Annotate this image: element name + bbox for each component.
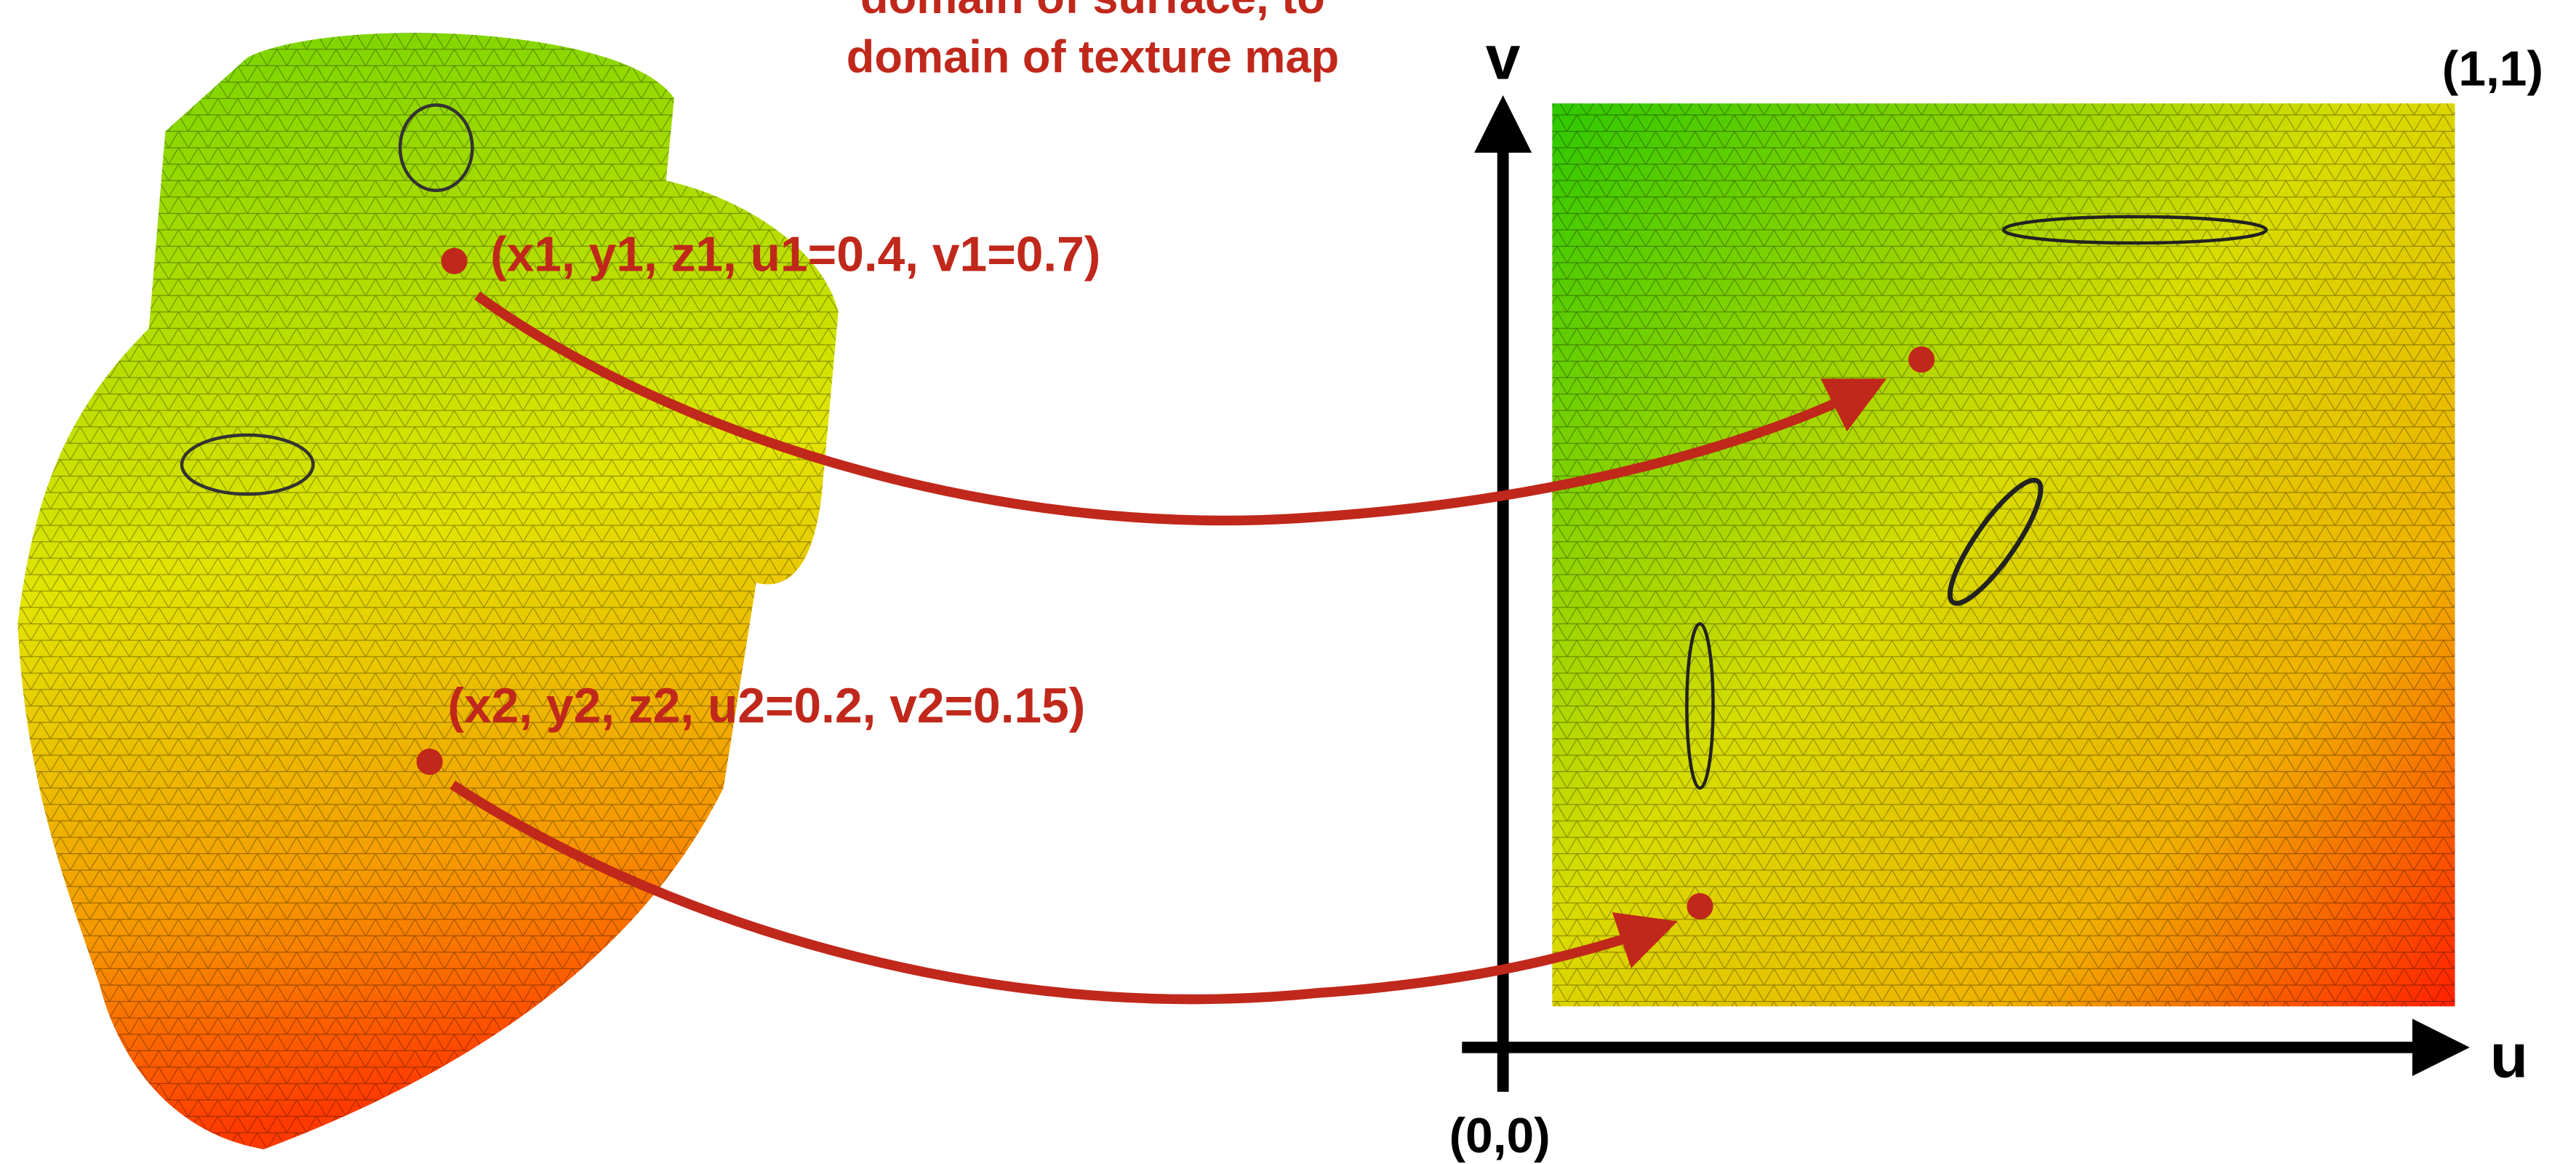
point-label: (x1, y1, z1, u1=0.4, v1=0.7) bbox=[490, 227, 1100, 282]
texture-map bbox=[1552, 103, 2455, 1006]
origin-label: (0,0) bbox=[1449, 1109, 1551, 1163]
face-mesh bbox=[17, 33, 838, 1149]
u-axis-label: u bbox=[2490, 1021, 2528, 1091]
diagram: domain of surface, to domain of texture … bbox=[0, 0, 2576, 1164]
corner-label: (1,1) bbox=[2442, 41, 2543, 96]
page: domain of surface, to domain of texture … bbox=[0, 0, 2576, 1164]
header-line: domain of surface, to bbox=[860, 0, 1325, 23]
header-line: domain of texture map bbox=[847, 31, 1339, 82]
point-label: (x2, y2, z2, u2=0.2, v2=0.15) bbox=[448, 679, 1086, 733]
v-axis-label: v bbox=[1486, 23, 1521, 92]
